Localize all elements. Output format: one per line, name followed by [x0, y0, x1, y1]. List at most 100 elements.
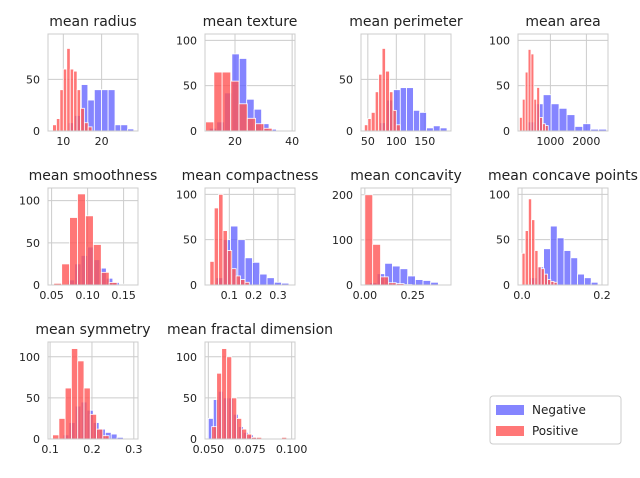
panel-title: mean fractal dimension [167, 322, 333, 338]
x-tick-label: 40 [285, 135, 299, 148]
y-tick-label: 100 [176, 34, 197, 47]
legend-swatch-positive [496, 426, 524, 436]
panel-mean-symmetry: 0.1 0.2 0.3 0 50 100 mean symmetry [19, 322, 151, 456]
bar-positive [528, 198, 533, 286]
bar-negative [563, 250, 572, 286]
axes-frame [517, 33, 609, 132]
x-tick-label: 0.10 [75, 289, 100, 302]
x-tick-label: 0.050 [193, 443, 225, 456]
bar-positive [235, 275, 241, 286]
y-tick-label: 0 [346, 125, 353, 138]
bar-positive [69, 68, 75, 132]
bar-negative [266, 277, 275, 286]
axes-frame [204, 33, 296, 132]
bar-positive [389, 91, 394, 132]
bar-positive [521, 98, 526, 132]
bar-positive [370, 112, 376, 132]
bar-positive [544, 125, 549, 132]
x-tick-label: 0.00 [353, 289, 378, 302]
bar-positive [395, 124, 401, 132]
axes-frame [517, 187, 609, 286]
bar-positive [213, 71, 223, 132]
axes-frame [47, 187, 139, 286]
bar-negative [556, 237, 565, 286]
bar-positive [61, 263, 71, 286]
bar-positive [59, 89, 64, 132]
panel-title: mean area [525, 14, 600, 30]
axes-frame [47, 33, 139, 132]
bar-positive [231, 397, 238, 440]
y-tick-label: 100 [176, 188, 197, 201]
bar-positive [221, 348, 228, 440]
bar-positive [241, 428, 248, 440]
bar-positive [209, 261, 215, 286]
x-tick-label: 0.05 [39, 289, 64, 302]
y-tick-label: 0 [33, 433, 40, 446]
bar-positive [547, 279, 552, 286]
panel-mean-texture: 20 40 0 50 100 mean texture [176, 14, 299, 148]
bar-negative [101, 89, 109, 132]
x-tick-label: 0.1 [221, 289, 239, 302]
y-tick-label: 100 [489, 188, 510, 201]
y-tick-label: 0 [190, 433, 197, 446]
bar-negative [566, 114, 576, 132]
panel-title: mean symmetry [35, 322, 150, 338]
bar-negative [550, 103, 560, 132]
bar-negative [414, 279, 424, 286]
x-tick-label: 150 [414, 135, 435, 148]
bar-positive [240, 279, 246, 286]
bar-positive [372, 243, 381, 286]
y-tick-label: 100 [332, 234, 353, 247]
panel-mean-smoothness: 0.05 0.10 0.15 0 50 100 mean smoothness [19, 168, 157, 302]
axes-frame [360, 187, 452, 286]
bar-positive [540, 268, 545, 286]
bar-negative [252, 261, 261, 286]
bar-negative [120, 124, 129, 132]
bar-positive [364, 124, 369, 132]
bar-positive [221, 71, 232, 132]
bar-negative [574, 126, 584, 132]
bar-positive [238, 103, 248, 132]
x-tick-label: 50 [361, 135, 375, 148]
bar-positive [530, 53, 535, 132]
bar-negative [406, 87, 414, 132]
series-positive [211, 348, 288, 440]
bar-positive [531, 219, 536, 286]
bar-positive [231, 268, 237, 286]
bar-negative [432, 125, 441, 132]
x-tick-label: 0.1 [41, 443, 59, 456]
panel-title: mean texture [203, 14, 298, 30]
legend-swatch-negative [496, 405, 524, 415]
panel-title: mean smoothness [29, 168, 158, 184]
bar-positive [77, 193, 86, 286]
bar-positive [52, 434, 60, 440]
bar-positive [246, 433, 253, 440]
bar-positive [216, 372, 223, 440]
x-tick-label: 0.075 [234, 443, 266, 456]
x-tick-label: 100 [386, 135, 407, 148]
bar-positive [213, 207, 220, 286]
bar-positive [236, 418, 243, 440]
y-tick-label: 50 [26, 73, 40, 86]
bar-negative [107, 89, 116, 132]
axes-frame [47, 341, 139, 440]
legend-label-negative: Negative [532, 403, 586, 417]
panel-mean-radius: 10 20 0 50 mean radius [26, 14, 139, 148]
bar-negative [419, 112, 427, 132]
bar-positive [87, 126, 93, 132]
bar-negative [582, 123, 592, 132]
y-tick-label: 50 [26, 237, 40, 250]
bar-positive [66, 48, 71, 132]
axes-frame [204, 187, 296, 286]
bar-negative [570, 257, 578, 286]
x-tick-label: 0.3 [269, 289, 287, 302]
bar-positive [378, 73, 383, 132]
bar-positive [246, 117, 256, 132]
bar-positive [544, 273, 549, 286]
y-tick-label: 50 [26, 392, 40, 405]
bar-negative [110, 433, 118, 440]
x-tick-label: 1000 [536, 135, 564, 148]
bar-positive [539, 117, 543, 132]
bar-negative [584, 277, 592, 286]
